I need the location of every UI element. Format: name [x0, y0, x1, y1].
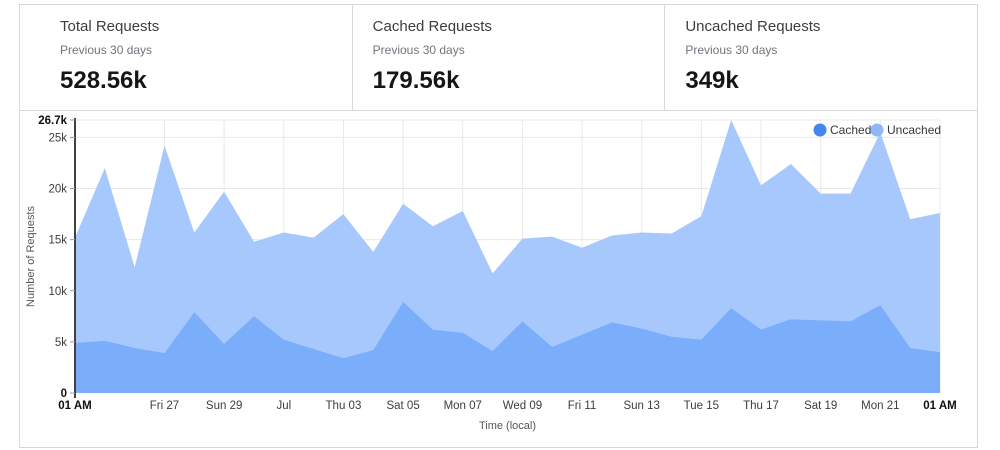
x-tick-label: Fri 11 — [568, 400, 597, 412]
x-tick-label: Tue 15 — [684, 400, 719, 412]
y-tick-label: 15k — [48, 235, 67, 247]
legend-dot-uncached — [870, 123, 884, 137]
stat-total-requests: Total Requests Previous 30 days 528.56k — [20, 5, 352, 110]
stat-title: Uncached Requests — [685, 18, 821, 35]
y-tick-label: 0 — [61, 388, 67, 400]
x-tick-label: Wed 09 — [503, 400, 542, 412]
stat-value: 179.56k — [372, 67, 460, 94]
x-tick-label: Sat 19 — [804, 400, 837, 412]
x-tick-label: Thu 17 — [743, 400, 779, 412]
x-tick-label: Sat 05 — [386, 400, 419, 412]
legend-item-cached[interactable]: Cached — [813, 123, 872, 137]
stat-cached-requests: Cached Requests Previous 30 days 179.56k — [351, 5, 665, 110]
stat-subtitle: Previous 30 days — [60, 43, 153, 57]
y-axis-title: Number of Requests — [25, 206, 37, 307]
stacked-area-chart: 0 5k 10k 15k 20k 25k 26.7k 01 AM Fri 27 Sun 29 Jul… — [25, 115, 957, 432]
x-tick-label: 01 AM — [923, 400, 956, 412]
y-tick-label: 10k — [48, 286, 67, 298]
stat-title: Total Requests — [60, 18, 160, 35]
requests-over-time-chart: 0 5k 10k 15k 20k 25k 26.7k 01 AM Fri 27 Sun 29 Jul… — [20, 111, 977, 448]
x-tick-label: Jul — [276, 400, 291, 412]
y-tick-label: 25k — [48, 132, 67, 144]
y-tick-label: 5k — [55, 337, 67, 349]
legend-label: Cached — [830, 123, 871, 137]
x-tick-label: Sun 13 — [623, 400, 659, 412]
stat-uncached-requests: Uncached Requests Previous 30 days 349k — [664, 5, 977, 110]
legend-dot-cached — [813, 123, 827, 137]
stat-value: 528.56k — [60, 67, 147, 94]
x-tick-label: Mon 21 — [861, 400, 899, 412]
cached-area-series — [75, 302, 940, 393]
x-tick-label: Mon 07 — [444, 400, 482, 412]
x-tick-label: Thu 03 — [326, 400, 362, 412]
y-tick-label: 20k — [48, 184, 67, 196]
x-tick-label: Fri 27 — [150, 400, 179, 412]
x-axis-title: Time (local) — [479, 420, 536, 432]
legend-item-uncached[interactable]: Uncached — [870, 123, 942, 137]
stats-row: Total Requests Previous 30 days 528.56k … — [20, 5, 977, 111]
stat-title: Cached Requests — [372, 18, 492, 35]
chart-plot-area[interactable] — [75, 120, 940, 393]
x-tick-label: Sun 29 — [206, 400, 242, 412]
stat-value: 349k — [685, 67, 739, 94]
requests-analytics-card: Total Requests Previous 30 days 528.56k … — [19, 4, 978, 448]
x-tick-label: 01 AM — [58, 400, 91, 412]
y-tick-label: 26.7k — [38, 115, 67, 127]
stat-subtitle: Previous 30 days — [372, 43, 465, 57]
stat-subtitle: Previous 30 days — [685, 43, 778, 57]
legend-label: Uncached — [887, 123, 941, 137]
